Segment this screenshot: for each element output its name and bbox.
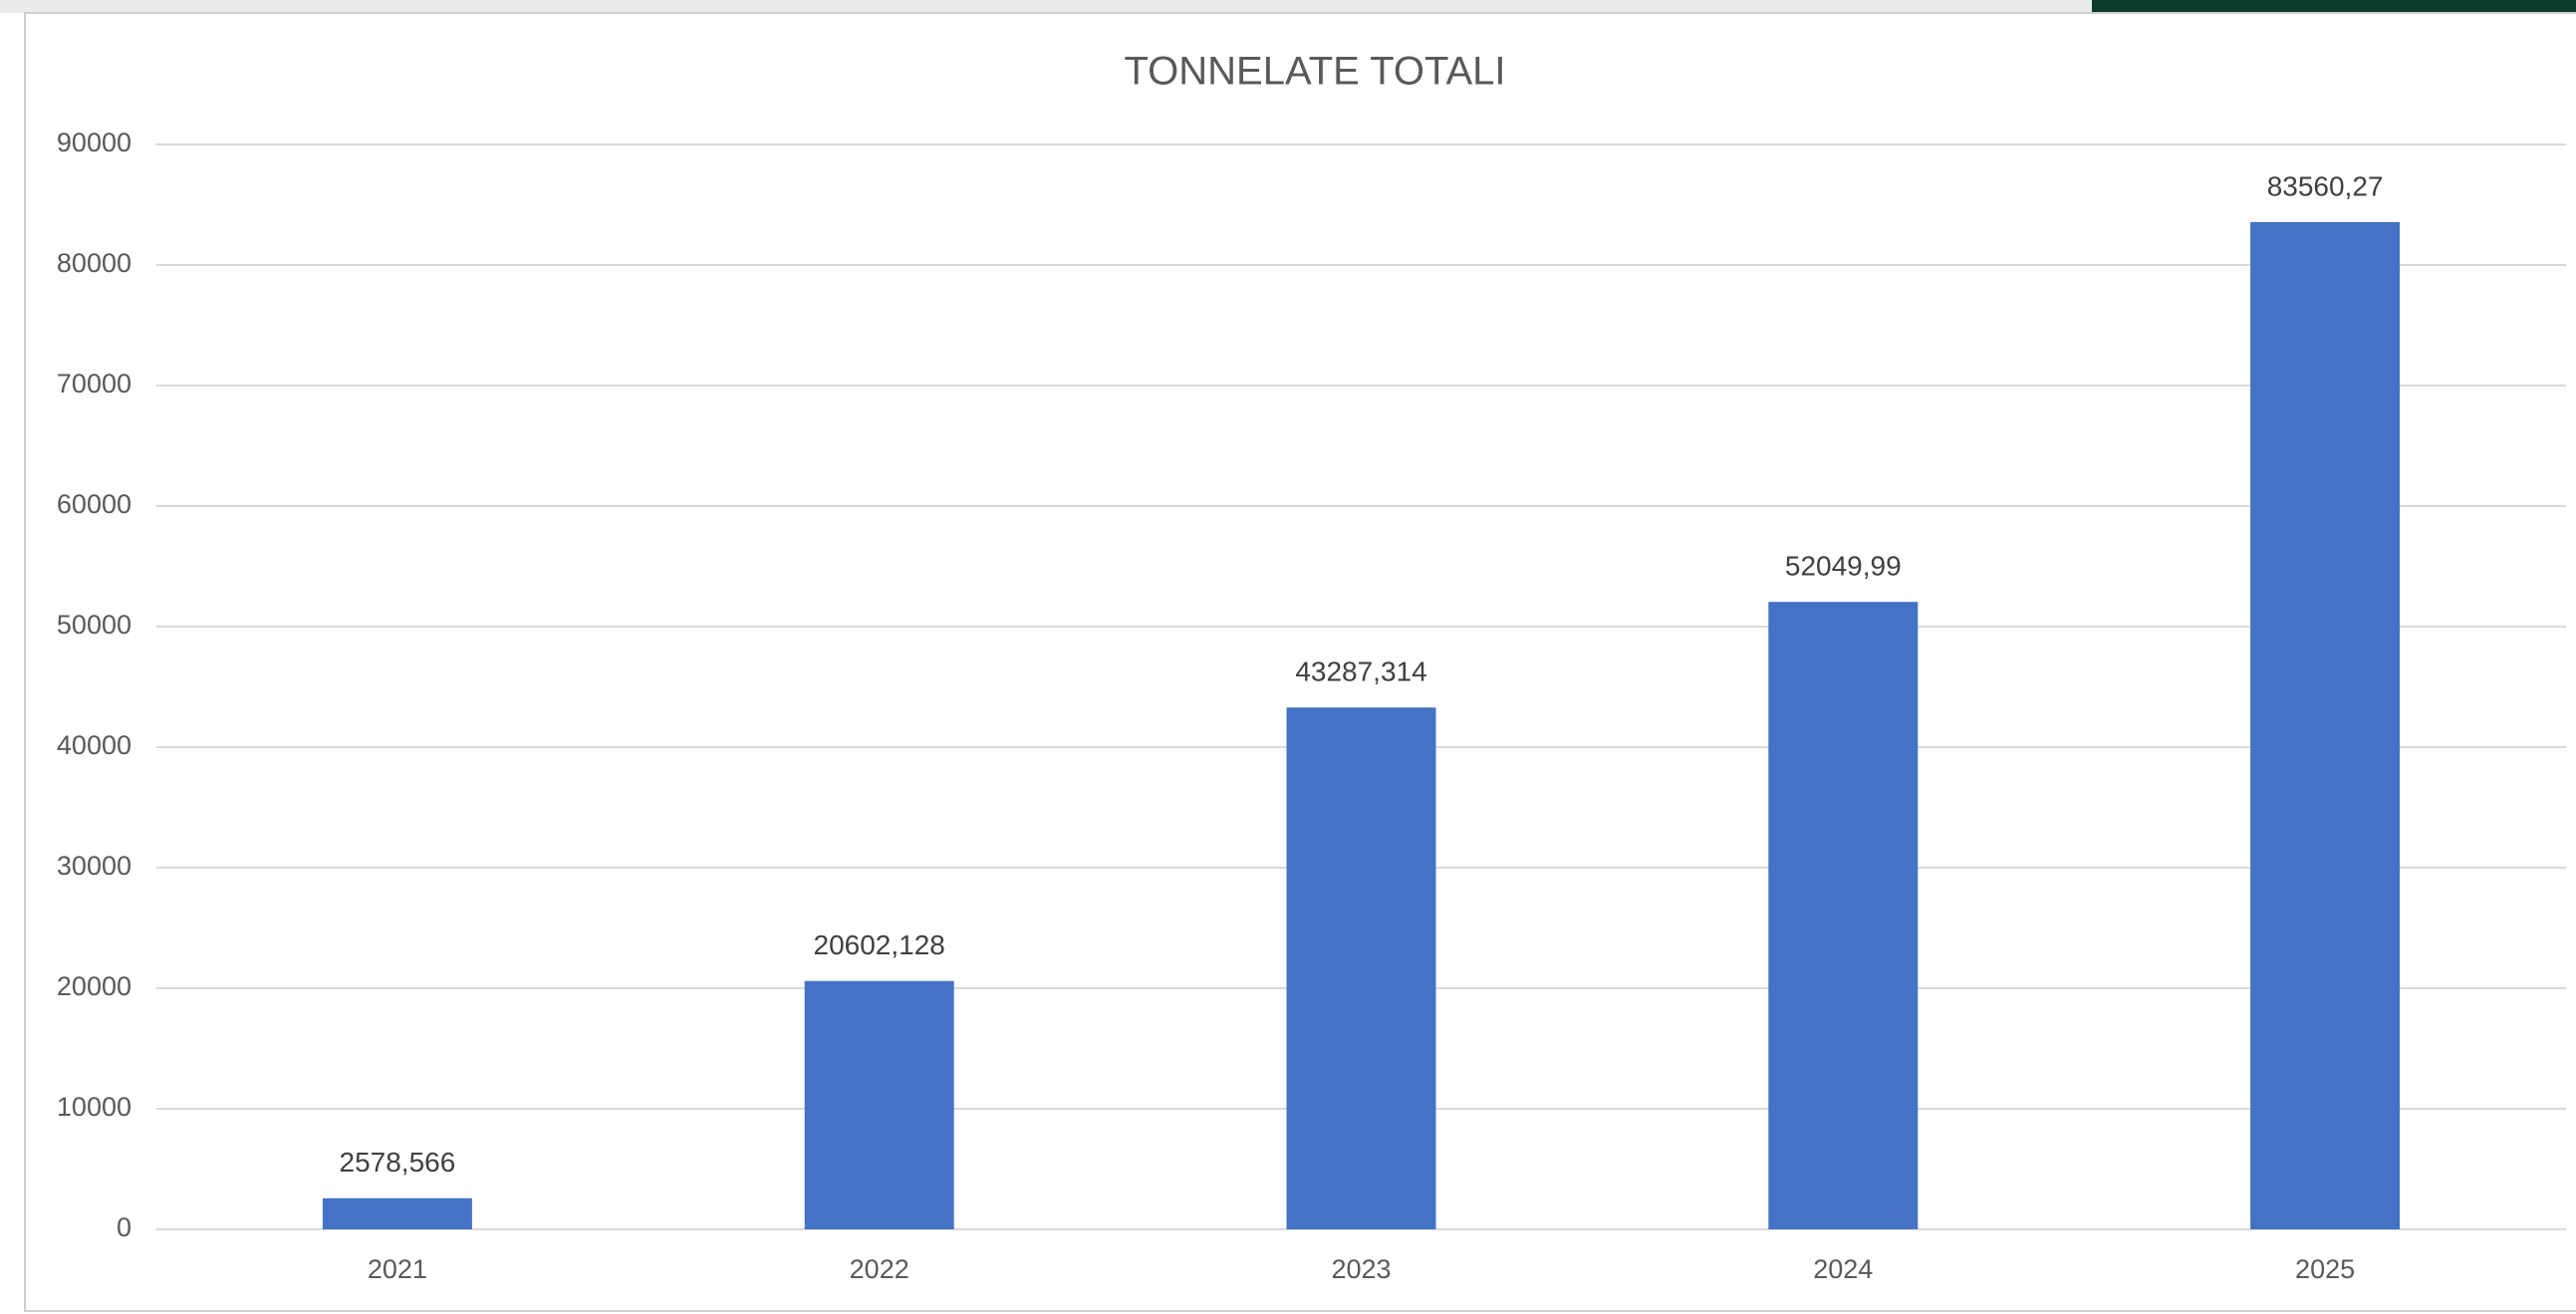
y-tick-label: 10000 — [57, 1092, 131, 1122]
data-label: 43287,314 — [1295, 657, 1426, 687]
data-label: 83560,27 — [2267, 170, 2384, 201]
bar — [1768, 602, 1919, 1229]
y-tick-label: 80000 — [57, 248, 131, 278]
bar — [1286, 707, 1436, 1229]
x-tick-label: 2024 — [1813, 1254, 1873, 1284]
chart-title: TONNELATE TOTALI — [1124, 50, 1505, 94]
y-tick-label: 90000 — [57, 128, 131, 157]
x-tick-label: 2021 — [368, 1254, 427, 1284]
top-accent — [2092, 0, 2576, 13]
data-label: 20602,128 — [814, 929, 945, 960]
data-label: 2578,566 — [340, 1147, 456, 1178]
top-strip — [0, 0, 2576, 13]
bar — [2250, 221, 2401, 1230]
data-label: 52049,99 — [1785, 551, 1902, 582]
y-tick-label: 40000 — [57, 730, 131, 760]
y-tick-label: 50000 — [57, 610, 131, 640]
x-tick-label: 2025 — [2295, 1254, 2355, 1284]
x-tick-label: 2022 — [850, 1254, 909, 1284]
bar — [322, 1197, 472, 1229]
bar — [804, 980, 954, 1229]
y-tick-label: 20000 — [57, 971, 131, 1001]
x-tick-label: 2023 — [1331, 1254, 1391, 1284]
y-tick-label: 70000 — [57, 369, 131, 398]
y-tick-label: 0 — [117, 1212, 131, 1242]
y-tick-label: 30000 — [57, 851, 131, 881]
y-tick-label: 60000 — [57, 489, 131, 519]
